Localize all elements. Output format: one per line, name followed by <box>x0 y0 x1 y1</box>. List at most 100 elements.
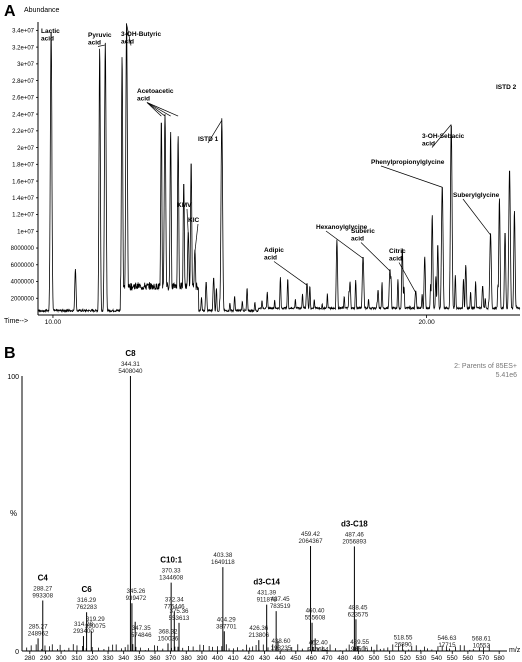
panel-a-y-ticks: 3.4e+07 3.2e+07 3e+07 2.8e+07 2.6e+07 2.4e+07… <box>11 29 38 302</box>
a-leader-line <box>431 124 452 148</box>
b-x-tick-label: 430 <box>259 655 270 662</box>
b-peak-mz-label: 370.33 <box>162 568 181 575</box>
b-peak-intensity-label: 2056893 <box>342 538 367 545</box>
b-x-tick-label: 330 <box>103 655 114 662</box>
b-x-tick-label: 550 <box>447 655 458 662</box>
b-x-tick-label: 310 <box>71 655 82 662</box>
a-leader-line <box>398 262 417 293</box>
b-x-tick-label: 480 <box>337 655 348 662</box>
a-leader-line <box>273 261 308 286</box>
b-peak-mz-label: 319.29 <box>86 616 105 623</box>
a-leader-line <box>146 102 179 117</box>
b-x-tick-label: 470 <box>322 655 333 662</box>
a-leader-line <box>186 208 189 234</box>
a-peak-label: ISTD 2 <box>496 84 517 91</box>
b-x-tick-label: 340 <box>118 655 129 662</box>
a-peak-label: acid <box>137 96 150 103</box>
a-peak-label: Lactic <box>41 28 60 35</box>
a-peak-label: KIC <box>188 217 200 224</box>
chromatogram-trace <box>37 23 521 314</box>
b-compound-label: C4 <box>38 573 49 582</box>
b-peak-mz-label: 372.34 <box>165 597 184 604</box>
b-peak-mz-label: 438.60 <box>271 638 290 645</box>
b-x-tick-label: 360 <box>150 655 161 662</box>
b-peak-intensity-label: 1649118 <box>211 559 235 566</box>
panel-a-x-ticks: 10.00 20.00 <box>45 315 435 326</box>
b-compound-label: C6 <box>81 585 92 594</box>
b-peak-mz-label: 375.36 <box>170 608 189 615</box>
a-peak-label: 3-OH-Sebacic <box>422 133 465 140</box>
b-peak-intensity-label: 911878 <box>257 597 278 604</box>
a-peak-label: acid <box>41 36 54 43</box>
b-compound-label: d3-C14 <box>253 578 280 587</box>
b-peak-mz-label: 285.27 <box>29 623 48 630</box>
b-peak-mz-label: 316.29 <box>77 597 96 604</box>
b-compound-label: C10:1 <box>160 556 182 565</box>
b-peak-mz-label: 460.40 <box>306 608 325 615</box>
b-x-tick-label: 280 <box>24 655 35 662</box>
panel-b-x-unit: m/z <box>509 647 521 654</box>
b-compound-label: C8 <box>125 349 136 358</box>
panel-b-y-unit: % <box>10 509 17 518</box>
a-peak-label: Phenylpropionylglycine <box>371 159 445 166</box>
a-peak-label: acid <box>121 39 134 46</box>
b-compound-label: d3-C18 <box>341 519 368 528</box>
a-y-tick-label: 6000000 <box>11 263 35 269</box>
b-peak-intensity-label: 776446 <box>164 604 185 611</box>
b-x-tick-label: 540 <box>431 655 442 662</box>
b-peak-mz-label: 314.28 <box>74 621 93 628</box>
b-x-tick-label: 460 <box>306 655 317 662</box>
b-peak-mz-label: 431.39 <box>257 590 276 597</box>
b-x-tick-label: 560 <box>462 655 473 662</box>
b-x-tick-label: 440 <box>275 655 286 662</box>
a-y-tick-label: 1.8e+07 <box>12 163 35 169</box>
b-x-tick-label: 290 <box>40 655 51 662</box>
a-y-tick-label: 8000000 <box>11 246 35 252</box>
b-x-tick-label: 300 <box>56 655 67 662</box>
b-peak-mz-label: 368.32 <box>159 628 178 635</box>
b-x-tick-label: 350 <box>134 655 145 662</box>
a-y-tick-label: 2.8e+07 <box>12 79 35 85</box>
b-peak-mz-label: 403.38 <box>213 552 232 559</box>
b-x-tick-label: 570 <box>478 655 489 662</box>
b-peak-mz-label: 489.55 <box>350 639 369 646</box>
panel-a-y-title: Abundance <box>24 7 60 14</box>
panel-b-header-line2: 5.41e6 <box>496 372 518 379</box>
b-x-tick-label: 490 <box>353 655 364 662</box>
a-y-tick-label: 2.4e+07 <box>12 112 35 118</box>
b-x-tick-label: 500 <box>369 655 380 662</box>
a-x-tick-label: 10.00 <box>45 319 62 326</box>
b-peak-mz-label: 288.27 <box>33 585 52 592</box>
a-leader-line <box>146 102 162 117</box>
a-leader-line <box>194 223 199 252</box>
b-x-tick-label: 530 <box>416 655 427 662</box>
b-peak-mz-label: 568.61 <box>472 635 491 642</box>
a-y-tick-label: 2.2e+07 <box>12 129 35 135</box>
b-peak-intensity-label: 5408040 <box>118 368 143 375</box>
a-peak-label: acid <box>88 40 101 47</box>
b-peak-mz-label: 345.26 <box>126 588 145 595</box>
b-peak-intensity-label: 17715 <box>438 642 456 649</box>
b-x-tick-label: 510 <box>384 655 395 662</box>
b-peak-mz-label: 546.63 <box>438 635 457 642</box>
b-x-tick-label: 410 <box>228 655 239 662</box>
b-peak-intensity-label: 387701 <box>216 623 237 630</box>
a-peak-label: Adipic <box>264 247 284 254</box>
a-leader-line <box>325 230 364 259</box>
a-peak-label: acid <box>351 236 364 243</box>
b-x-tick-label: 380 <box>181 655 192 662</box>
b-peak-intensity-label: 10552 <box>473 642 491 649</box>
a-y-tick-label: 1.4e+07 <box>12 196 35 202</box>
b-peak-intensity-label: 246644 <box>308 646 329 653</box>
a-peak-label: acid <box>389 256 402 263</box>
b-peak-intensity-label: 783519 <box>270 603 291 610</box>
a-peak-label: Acetoacetic <box>137 88 174 95</box>
b-x-tick-label: 320 <box>87 655 98 662</box>
a-peak-label: Suberic <box>351 228 375 235</box>
a-y-tick-label: 1e+07 <box>17 229 35 235</box>
a-y-tick-label: 2e+07 <box>17 146 35 152</box>
panel-b-x-ticks: 280 290 300 310 320 330 340 350 360 370 380 390 400 4… <box>24 651 505 662</box>
b-peak-intensity-label: 574846 <box>131 632 152 639</box>
